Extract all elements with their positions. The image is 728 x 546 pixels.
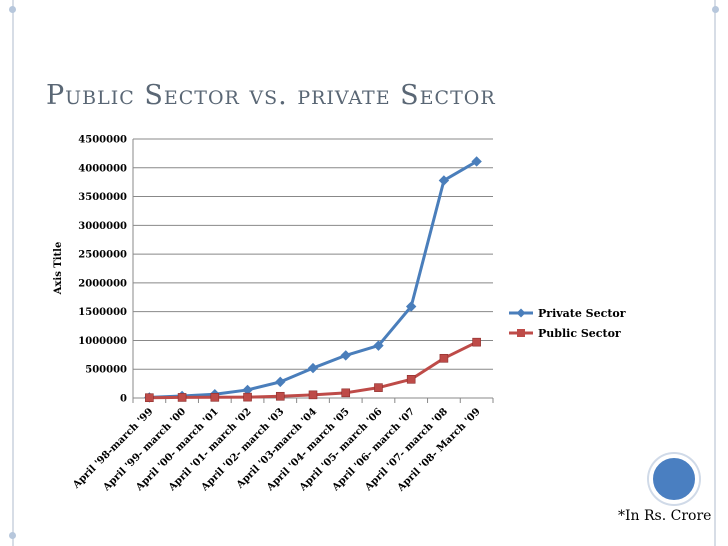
y-tick-label: 3000000	[78, 221, 127, 232]
label-layer: 0 500000 1000000 1500000 2000000 2500000 30000…	[53, 135, 483, 495]
data-point-public	[243, 392, 252, 402]
y-tick-label: 2500000	[78, 250, 127, 261]
legend-layer: Private Sector Public Sector	[509, 307, 626, 340]
y-tick-label: 1000000	[78, 336, 127, 347]
data-point-private	[307, 362, 319, 374]
footnote: *In Rs. Crore	[618, 508, 712, 524]
frame-dot	[9, 6, 16, 13]
slide-frame-right	[714, 0, 716, 546]
y-tick-label: 1500000	[78, 307, 127, 318]
legend-label: Public Sector	[538, 327, 621, 340]
frame-dot	[9, 532, 16, 539]
y-tick-label: 0	[120, 394, 127, 405]
y-axis-title: Axis Title	[53, 242, 64, 296]
data-point-public	[145, 393, 154, 403]
data-point-private	[438, 175, 450, 186]
y-tick-label: 500000	[85, 365, 127, 376]
y-tick-label: 4000000	[78, 163, 127, 174]
data-point-public	[472, 337, 481, 347]
slide-frame-left	[12, 0, 14, 546]
data-point-public	[177, 393, 187, 402]
legend-label: Private Sector	[538, 307, 626, 320]
grid-layer	[133, 138, 493, 370]
data-point-public	[439, 353, 449, 363]
data-point-public	[210, 393, 220, 402]
data-point-public	[275, 391, 285, 401]
data-point-public	[406, 374, 416, 384]
data-point-private	[405, 301, 417, 312]
y-tick-label: 2000000	[78, 278, 127, 289]
slide-title: Public Sector vs. private Sector	[46, 80, 496, 111]
data-point-private	[340, 350, 351, 361]
y-tick-label: 3500000	[78, 192, 127, 203]
data-point-public	[308, 390, 318, 400]
data-point-public	[341, 388, 351, 398]
y-tick-label: 4500000	[78, 135, 127, 146]
legend-marker	[517, 329, 525, 337]
data-point-private	[471, 156, 482, 167]
series-layer	[144, 156, 482, 403]
data-point-private	[275, 376, 286, 388]
decorative-circle	[649, 454, 699, 504]
data-point-public	[374, 383, 383, 392]
frame-dot	[712, 6, 719, 13]
data-point-private	[373, 340, 384, 351]
legend-marker	[516, 308, 526, 318]
